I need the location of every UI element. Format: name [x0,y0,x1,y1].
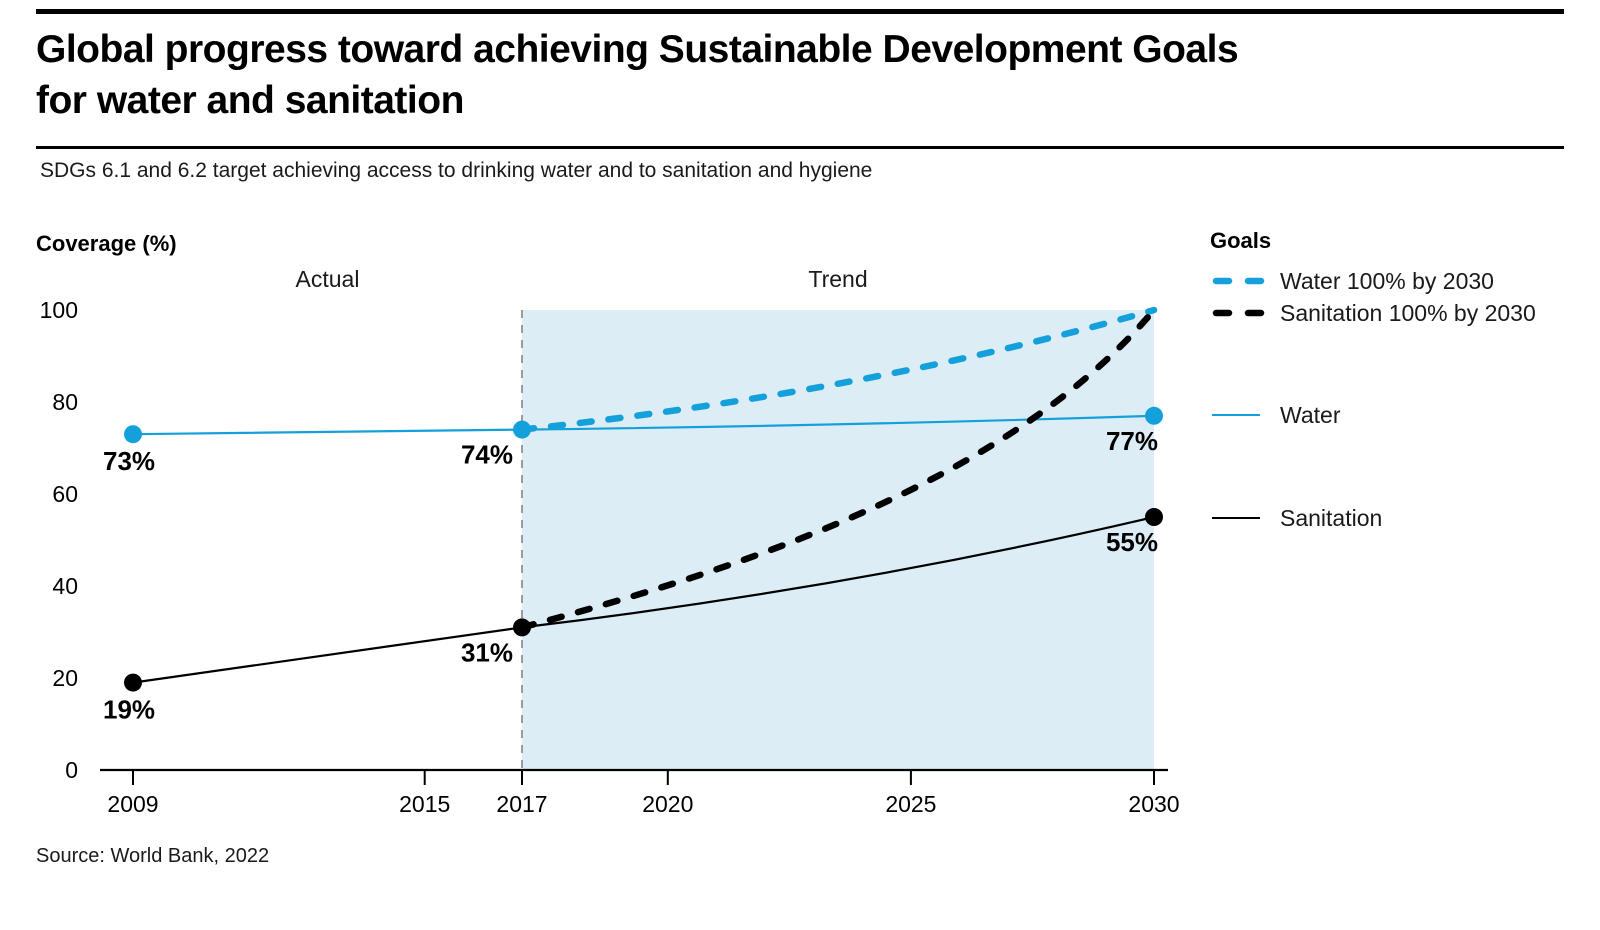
y-tick-label: 60 [52,481,78,507]
point-sanitation-2017 [513,618,531,637]
x-tick-label: 2017 [496,791,547,817]
legend-item-water: Water [1210,400,1341,430]
legend-item-sanitation-goal: Sanitation 100% by 2030 [1210,298,1536,328]
point-sanitation-2009 [124,673,142,692]
goal-line-sanitation-100-by-2030 [518,306,1158,631]
source-note: Source: World Bank, 2022 [36,845,270,867]
value-label-water-2017: 74% [461,440,513,470]
legend-header: Goals [1210,228,1272,253]
y-tick-label: 80 [52,389,78,415]
line-sanitation [132,515,1155,684]
region-label-actual: Actual [296,266,360,292]
sanitation-solid-swatch-icon [1212,517,1260,519]
value-label-water-2030: 77% [1106,426,1158,456]
point-sanitation-2030 [1145,508,1163,526]
trend-shaded-region [522,310,1154,770]
page-title-line2: for water and sanitation [36,79,464,122]
point-water-2030 [1145,406,1163,425]
water-goal-dashed-swatch-icon [1212,277,1266,285]
legend-label: Water 100% by 2030 [1280,267,1494,294]
y-tick-label: 0 [65,757,78,783]
legend-item-sanitation: Sanitation [1210,503,1382,533]
point-water-2017 [513,420,531,439]
page-title-line1: Global progress toward achieving Sustain… [36,28,1239,71]
x-tick-label: 2015 [399,791,450,817]
water-solid-swatch-icon [1212,414,1260,416]
y-tick-label: 100 [40,297,78,323]
y-axis-title: Coverage (%) [36,231,177,256]
point-water-2009 [124,425,142,444]
x-tick-label: 2009 [107,791,158,817]
legend-label: Sanitation [1280,504,1383,531]
value-label-water-2009: 73% [103,446,155,476]
x-tick-label: 2020 [642,791,693,817]
goal-line-water-100-by-2030 [518,306,1158,433]
title-divider [36,146,1564,149]
value-label-sanitation-2030: 55% [1106,527,1158,557]
line-water [132,414,1155,436]
legend-label: Water [1280,401,1341,428]
value-label-sanitation-2017: 31% [461,637,513,667]
y-tick-label: 40 [52,573,78,599]
legend-label: Sanitation 100% by 2030 [1280,299,1536,326]
x-tick-label: 2030 [1128,791,1179,817]
value-label-sanitation-2009: 19% [103,695,155,725]
sanitation-goal-dashed-swatch-icon [1212,309,1266,317]
legend-item-water-goal: Water 100% by 2030 [1210,266,1494,296]
x-tick-label: 2025 [885,791,936,817]
top-rule [36,9,1564,14]
y-tick-label: 20 [52,665,78,691]
region-label-trend: Trend [808,266,867,292]
chart-subtitle: SDGs 6.1 and 6.2 target achieving access… [40,159,873,182]
page-title: Global progress toward achieving Sustain… [36,24,1536,126]
